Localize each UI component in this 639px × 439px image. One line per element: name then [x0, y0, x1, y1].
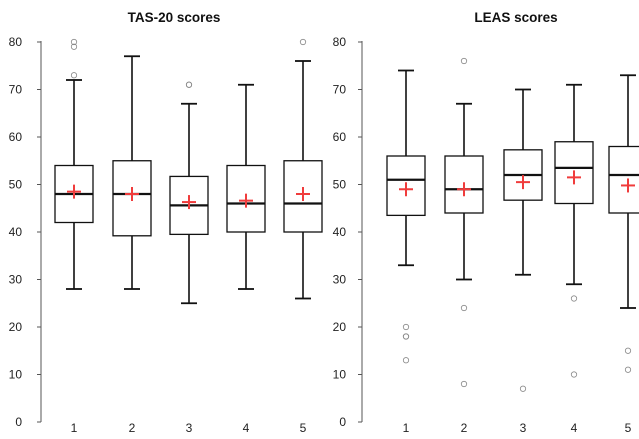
- tas20-y-tick-label: 60: [9, 130, 23, 144]
- leas-y-tick-label: 10: [333, 368, 347, 382]
- leas-box-4: [554, 83, 594, 378]
- leas-y-tick-label: 40: [333, 225, 347, 239]
- outlier-point: [570, 371, 578, 378]
- outlier-point: [519, 385, 527, 392]
- mean-marker: [125, 187, 139, 201]
- leas-y-tick-label: 20: [333, 320, 347, 334]
- leas-x-tick-label: 3: [520, 421, 527, 435]
- leas-x-tick-label: 1: [403, 421, 410, 435]
- outlier-point: [624, 366, 632, 373]
- tas20-y-tick-label: 40: [9, 225, 23, 239]
- leas-y-tick-label: 60: [333, 130, 347, 144]
- tas20-y-tick-label: 50: [9, 178, 23, 192]
- leas-y-tick-label: 30: [333, 273, 347, 287]
- leas-x-tick-label: 5: [625, 421, 632, 435]
- tas20-panel: TAS-20 scores 0 10 20 30 40 50 60 70 80 1 2 3 4 5: [9, 10, 323, 435]
- leas-x-tick-label: 4: [571, 421, 578, 435]
- mean-marker: [239, 193, 253, 208]
- outlier-point: [460, 380, 468, 388]
- tas20-x-tick-label: 3: [186, 421, 193, 435]
- outlier-point: [624, 347, 632, 354]
- leas-y-tick-label: 50: [333, 178, 347, 192]
- tas20-title: TAS-20 scores: [128, 10, 221, 25]
- tas20-x-tick-label: 1: [71, 421, 78, 435]
- outlier-point: [402, 323, 410, 331]
- leas-y-tick-label: 0: [339, 415, 346, 429]
- tas20-y-tick-label: 80: [9, 35, 23, 49]
- tas20-y-tick-label: 20: [9, 320, 23, 334]
- outlier-point: [70, 38, 78, 46]
- leas-box-3: [503, 88, 543, 392]
- tas20-y-tick-label: 0: [15, 415, 22, 429]
- tas20-box-4: [226, 83, 266, 290]
- leas-box-2: [444, 57, 484, 388]
- mean-marker: [67, 184, 81, 199]
- leas-title: LEAS scores: [474, 10, 557, 25]
- outlier-point: [185, 81, 193, 88]
- mean-marker: [182, 195, 196, 210]
- outlier-point: [570, 295, 578, 302]
- leas-x-tick-label: 2: [461, 421, 468, 435]
- outlier-point: [70, 72, 78, 79]
- tas20-y-tick-label: 10: [9, 368, 23, 382]
- outlier-point: [402, 357, 410, 364]
- mean-marker: [399, 182, 413, 197]
- mean-marker: [567, 170, 581, 185]
- tas20-x-tick-label: 2: [129, 421, 136, 435]
- outlier-point: [460, 57, 468, 65]
- mean-marker: [516, 175, 530, 190]
- leas-y-tick-label: 80: [333, 35, 347, 49]
- tas20-box-2: [112, 55, 152, 290]
- iqr-box: [608, 145, 639, 214]
- mean-marker: [621, 178, 635, 193]
- leas-box-1: [386, 69, 426, 364]
- tas20-box-1: [54, 38, 94, 290]
- tas20-x-tick-label: 4: [243, 421, 250, 435]
- outlier-point: [402, 333, 410, 340]
- tas20-y-tick-label: 30: [9, 273, 23, 287]
- leas-box-5: [608, 74, 639, 373]
- tas20-y-tick-label: 70: [9, 83, 23, 97]
- outlier-point: [70, 43, 78, 50]
- outlier-point: [299, 38, 307, 46]
- leas-panel: LEAS scores 0 10 20 30 40 50 60 70 80 1 2 3 4 5: [333, 10, 639, 435]
- mean-marker: [457, 182, 471, 197]
- leas-y-tick-label: 70: [333, 83, 347, 97]
- tas20-box-3: [169, 81, 209, 305]
- outlier-point: [460, 304, 468, 312]
- mean-marker: [296, 187, 310, 201]
- tas20-x-tick-label: 5: [300, 421, 307, 435]
- tas20-box-5: [283, 38, 323, 300]
